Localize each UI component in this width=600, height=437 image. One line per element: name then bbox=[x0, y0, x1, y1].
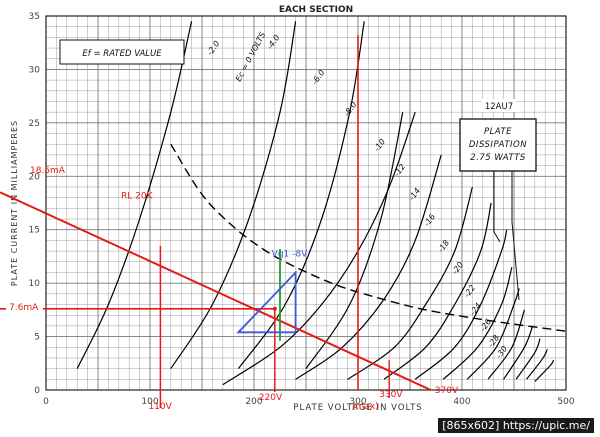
dissipation-pointer-left bbox=[493, 171, 501, 243]
dissipation-pointer-right bbox=[511, 171, 520, 301]
footer: [865x602] https://upic.me/ bbox=[0, 415, 600, 437]
curve-label: -6.0 bbox=[310, 68, 326, 86]
operating-point-label: Vg1 -8V bbox=[272, 249, 308, 259]
grid bbox=[45, 15, 567, 391]
grid-curve-22 bbox=[487, 309, 525, 380]
load-line bbox=[0, 191, 432, 391]
x-tick-label: 500 bbox=[557, 397, 574, 407]
y-tick-label: 35 bbox=[29, 12, 40, 22]
curve-label: -20 bbox=[450, 260, 465, 276]
note-box bbox=[59, 39, 185, 65]
curve-label-ec0: Ec = 0 VOLTS bbox=[234, 31, 268, 83]
dissipation-label-line: PLATE bbox=[484, 127, 512, 137]
grid-curve-60 bbox=[305, 112, 404, 369]
current-q-label-bg bbox=[6, 299, 43, 312]
voltage-label: 110V bbox=[148, 402, 172, 412]
plot-frame bbox=[45, 15, 567, 391]
axes: 0 100 200 300 400 500 0 5 10 15 20 25 30 35 EACH SECTI… bbox=[10, 5, 575, 413]
annotations: 18.5mA RL 20K 7.6mA 110V 220V 330V 370V (max) Vg… bbox=[0, 35, 459, 412]
grid-curve-14 bbox=[383, 202, 492, 380]
footer-watermark: [865x602] https://upic.me/ bbox=[438, 418, 594, 433]
x-tick-label: 0 bbox=[43, 397, 49, 407]
curve-label: -12 bbox=[392, 162, 407, 178]
note-box-text: Ef = RATED VALUE bbox=[82, 49, 162, 59]
voltage-label: 330V bbox=[379, 390, 403, 400]
dissipation-label-line: DISSIPATION bbox=[469, 140, 527, 150]
grid-curve-26 bbox=[515, 338, 541, 380]
dissipation-label-line: 2.75 WATTS bbox=[470, 153, 526, 163]
x-tick-label: 300 bbox=[349, 397, 366, 407]
y-tick-label: 10 bbox=[29, 279, 41, 289]
grid-curve-20 bbox=[466, 288, 520, 380]
dissipation-box bbox=[459, 118, 537, 172]
y-tick-label: 30 bbox=[29, 65, 41, 75]
current-q-label: 7.6mA bbox=[9, 303, 39, 313]
vmax-label: (max) bbox=[352, 402, 379, 412]
y-tick-label: 25 bbox=[29, 119, 40, 129]
y-tick-label: 5 bbox=[34, 333, 40, 343]
blue-triangle bbox=[236, 270, 297, 334]
y-tick-label: 0 bbox=[34, 386, 40, 396]
voltage-label: 220V bbox=[259, 393, 283, 403]
curve-label: -10 bbox=[372, 137, 387, 153]
grid-curve-80 bbox=[222, 112, 416, 386]
curve-label: -8.0 bbox=[342, 100, 358, 118]
current-top-label: 18.5mA bbox=[30, 166, 66, 176]
curve-label: -4.0 bbox=[265, 33, 281, 51]
x-tick-label: 200 bbox=[245, 397, 262, 407]
tube-label-bg bbox=[482, 99, 516, 112]
grid-curve-20 bbox=[170, 21, 297, 369]
curve-label: -18 bbox=[436, 238, 451, 254]
voltage-label: 370V bbox=[435, 386, 459, 396]
grid-curve-30 bbox=[534, 359, 555, 382]
operating-point-dot bbox=[272, 306, 277, 311]
chart-title: EACH SECTION bbox=[279, 5, 353, 15]
dissipation-curve bbox=[170, 143, 567, 332]
x-tick-label: 100 bbox=[141, 397, 158, 407]
grid-curve-ec0volts bbox=[76, 21, 193, 369]
y-axis-label: PLATE CURRENT IN MILLIAMPERES bbox=[10, 120, 19, 286]
grid-curve-12 bbox=[347, 186, 473, 380]
grid-curve-16 bbox=[414, 229, 508, 380]
y-tick-label: 20 bbox=[29, 172, 41, 182]
y-tick-label: 15 bbox=[29, 226, 40, 236]
x-axis-label: PLATE VOLTAGE IN VOLTS bbox=[293, 403, 422, 413]
grid-curve-18 bbox=[442, 266, 513, 380]
grid-curve-28 bbox=[526, 349, 548, 380]
x-tick-label: 400 bbox=[453, 397, 470, 407]
grid-curve-10 bbox=[295, 154, 442, 380]
tube-label: 12AU7 bbox=[485, 102, 513, 112]
grid-curve-24 bbox=[503, 325, 534, 380]
load-line-label: RL 20K bbox=[121, 192, 154, 202]
curve-label: -14 bbox=[407, 186, 422, 202]
